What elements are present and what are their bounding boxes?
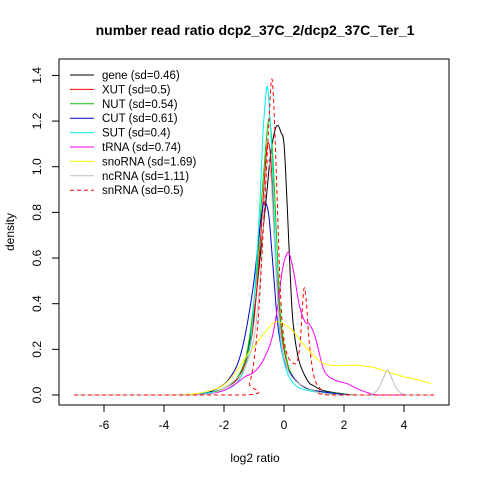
y-axis-label: density xyxy=(3,213,17,251)
y-tick-label: 0.8 xyxy=(30,204,44,221)
series-line-snorna xyxy=(73,321,432,396)
series-line-sut xyxy=(73,85,434,396)
legend-label: XUT (sd=0.5) xyxy=(102,84,171,96)
y-axis: 0.0 0.2 0.4 0.6 0.8 1.0 1.2 1.4 xyxy=(30,67,60,403)
series-layer xyxy=(73,78,434,396)
x-axis: -6 -4 -2 0 2 4 xyxy=(99,404,408,432)
x-tick-label: 2 xyxy=(341,418,348,432)
y-tick-label: 1.2 xyxy=(30,112,44,129)
y-tick-label: 1.0 xyxy=(30,158,44,175)
y-tick-label: 0.6 xyxy=(30,249,44,266)
x-axis-label: log2 ratio xyxy=(230,451,280,465)
legend-label: ncRNA (sd=1.11) xyxy=(102,171,189,183)
x-tick-label: 0 xyxy=(281,418,288,432)
legend-label: gene (sd=0.46) xyxy=(102,70,180,82)
legend-label: SUT (sd=0.4) xyxy=(102,128,171,140)
x-tick-label: -4 xyxy=(159,418,170,432)
series-line-ncrna xyxy=(73,159,434,396)
legend-label: snRNA (sd=0.5) xyxy=(102,185,184,197)
legend-label: tRNA (sd=0.74) xyxy=(102,142,181,154)
y-tick-label: 0.0 xyxy=(30,386,44,403)
legend-label: snoRNA (sd=1.69) xyxy=(102,156,196,168)
x-tick-label: -6 xyxy=(99,418,110,432)
legend-label: NUT (sd=0.54) xyxy=(102,99,178,111)
x-tick-label: 4 xyxy=(401,418,408,432)
x-tick-label: -2 xyxy=(219,418,230,432)
series-line-trna xyxy=(73,251,434,396)
y-tick-label: 1.4 xyxy=(30,67,44,84)
legend: gene (sd=0.46) XUT (sd=0.5) NUT (sd=0.54) C… xyxy=(70,70,196,197)
legend-label: CUT (sd=0.61) xyxy=(102,113,178,125)
plot-frame xyxy=(58,58,450,406)
chart-title: number read ratio dcp2_37C_2/dcp2_37C_Te… xyxy=(96,22,415,38)
y-tick-label: 0.4 xyxy=(30,295,44,312)
series-line-snrna xyxy=(73,78,434,396)
y-tick-label: 0.2 xyxy=(30,341,44,358)
